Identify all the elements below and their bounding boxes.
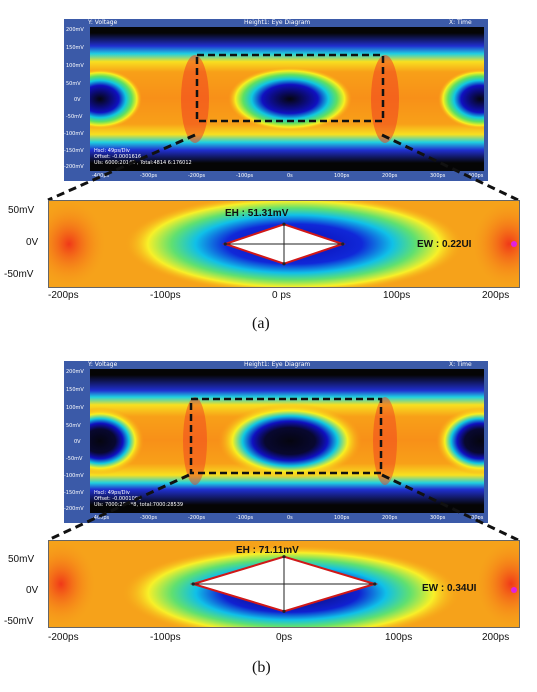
x-tick-b: -300ps	[140, 515, 158, 521]
y-tick-b: -200mV	[64, 506, 84, 512]
y-tick-b: -150mV	[64, 490, 84, 496]
y-tick-b: 150mV	[66, 387, 84, 393]
eye-height-label-b: EH : 71.11mV	[236, 545, 299, 556]
x-tick-b: -100ps	[236, 515, 254, 521]
scope-window-b: Y: Voltage Height1: Eye Diagram X: Time	[64, 361, 488, 523]
y-tick-a: -200mV	[64, 164, 84, 170]
x-tick-b: 300ps	[430, 515, 446, 521]
zoom-x-tick-b: 0ps	[276, 632, 293, 643]
x-tick-a: 100ps	[334, 173, 350, 179]
y-tick-a: 100mV	[66, 63, 84, 69]
marker-dot-b	[511, 587, 517, 593]
scope-header-b: Y: Voltage Height1: Eye Diagram X: Time	[64, 361, 488, 369]
plot-title-b: Height1: Eye Diagram	[244, 361, 311, 368]
zoom-y-tick-a: 0V	[26, 237, 39, 248]
y-axis-title-b: Y: Voltage	[88, 361, 118, 368]
scope-header-a: Y: Voltage Height1: Eye Diagram X: Time	[64, 19, 488, 27]
zoom-x-tick-a: 200ps	[482, 290, 510, 301]
zoom-x-tick-b: 200ps	[482, 632, 510, 643]
zoom-x-tick-b: -200ps	[48, 632, 79, 643]
y-tick-b: 200mV	[66, 369, 84, 375]
x-tick-a: -200ps	[188, 173, 206, 179]
y-axis-title-a: Y: Voltage	[88, 19, 118, 26]
zoom-y-tick-a: 50mV	[8, 205, 35, 216]
x-tick-b: 200ps	[382, 515, 398, 521]
y-tick-b: 100mV	[66, 405, 84, 411]
eye-vertex-b	[282, 609, 286, 613]
x-tick-a: 400ps	[468, 173, 484, 179]
y-tick-a: 0V	[74, 97, 81, 103]
y-tick-b: 0V	[74, 439, 81, 445]
eye-height-label-a: EH : 51.31mV	[225, 208, 289, 219]
zoom-y-tick-a: -50mV	[4, 269, 34, 280]
zoom-y-tick-b: 50mV	[8, 554, 35, 565]
x-tick-b: -400ps	[92, 515, 110, 521]
x-axis-title-b: X: Time	[449, 361, 472, 368]
x-tick-a: -400ps	[92, 173, 110, 179]
y-tick-a: -100mV	[64, 131, 84, 137]
x-tick-a: -300ps	[140, 173, 158, 179]
scope-plot-a	[90, 27, 484, 171]
zoom-region-box-b	[189, 397, 383, 475]
x-tick-b: 100ps	[334, 515, 350, 521]
eye-vertex-a	[341, 242, 345, 246]
zoom-x-tick-b: -100ps	[150, 632, 181, 643]
y-tick-a: 50mV	[66, 81, 81, 87]
x-tick-a: 200ps	[382, 173, 398, 179]
zoom-x-tick-a: -100ps	[150, 290, 181, 301]
connector-lines-b	[47, 473, 519, 542]
marker-dot-a	[511, 241, 517, 247]
y-tick-b: 50mV	[66, 423, 81, 429]
zoom-x-tick-a: 100ps	[383, 290, 411, 301]
zoomed-eye-a: EH : 51.31mV EW : 0.22UI	[48, 200, 520, 288]
eye-width-label-b: EW : 0.34UI	[422, 583, 477, 594]
x-axis-title-a: X: Time	[449, 19, 472, 26]
zoom-x-tick-a: 0 ps	[272, 290, 291, 301]
y-tick-a: 200mV	[66, 27, 84, 33]
zoom-y-tick-b: -50mV	[4, 616, 34, 627]
scope-window-a: Y: Voltage Height1: Eye Diagram X: Time	[64, 19, 488, 181]
eye-vertex-b	[282, 555, 286, 559]
eye-vertex-a	[223, 242, 227, 246]
caption-a: (a)	[252, 315, 270, 332]
x-tick-b: 0s	[287, 515, 293, 521]
scope-plot-b	[90, 369, 484, 513]
zoom-region-box-a	[195, 53, 385, 123]
eye-heatmap-b	[90, 375, 484, 505]
eye-vertex-a	[282, 262, 286, 266]
eye-vertex-b	[373, 582, 377, 586]
zoom-x-tick-b: 100ps	[385, 632, 413, 643]
eye-width-label-a: EW : 0.22UI	[417, 239, 472, 250]
zoomed-eye-b: EH : 71.11mV EW : 0.34UI	[48, 540, 520, 628]
y-tick-b: -50mV	[66, 456, 83, 462]
scope-info-b: Hscl: 49ps/Div Offset: -0.0001000 UIs: 7…	[94, 490, 184, 508]
zoom-y-tick-b: 0V	[26, 585, 39, 596]
caption-b: (b)	[252, 659, 271, 676]
y-tick-a: -50mV	[66, 114, 83, 120]
x-tick-b: 400ps	[468, 515, 484, 521]
x-tick-a: -100ps	[236, 173, 254, 179]
scope-info-a: Hscl: 49ps/Div Offset: -0.0001616 UIs: 6…	[94, 148, 192, 166]
y-tick-a: -150mV	[64, 148, 84, 154]
eye-opening-a	[222, 222, 346, 266]
zoom-x-tick-a: -200ps	[48, 290, 79, 301]
x-tick-a: 0s	[287, 173, 293, 179]
connector-lines-a	[47, 133, 519, 202]
eye-heatmap-a	[90, 33, 484, 163]
x-tick-a: 300ps	[430, 173, 446, 179]
y-tick-a: 150mV	[66, 45, 84, 51]
plot-title-a: Height1: Eye Diagram	[244, 19, 311, 26]
eye-vertex-b	[191, 582, 195, 586]
y-tick-b: -100mV	[64, 473, 84, 479]
eye-opening-b	[189, 555, 379, 613]
eye-vertex-a	[282, 222, 286, 226]
x-tick-b: -200ps	[188, 515, 206, 521]
